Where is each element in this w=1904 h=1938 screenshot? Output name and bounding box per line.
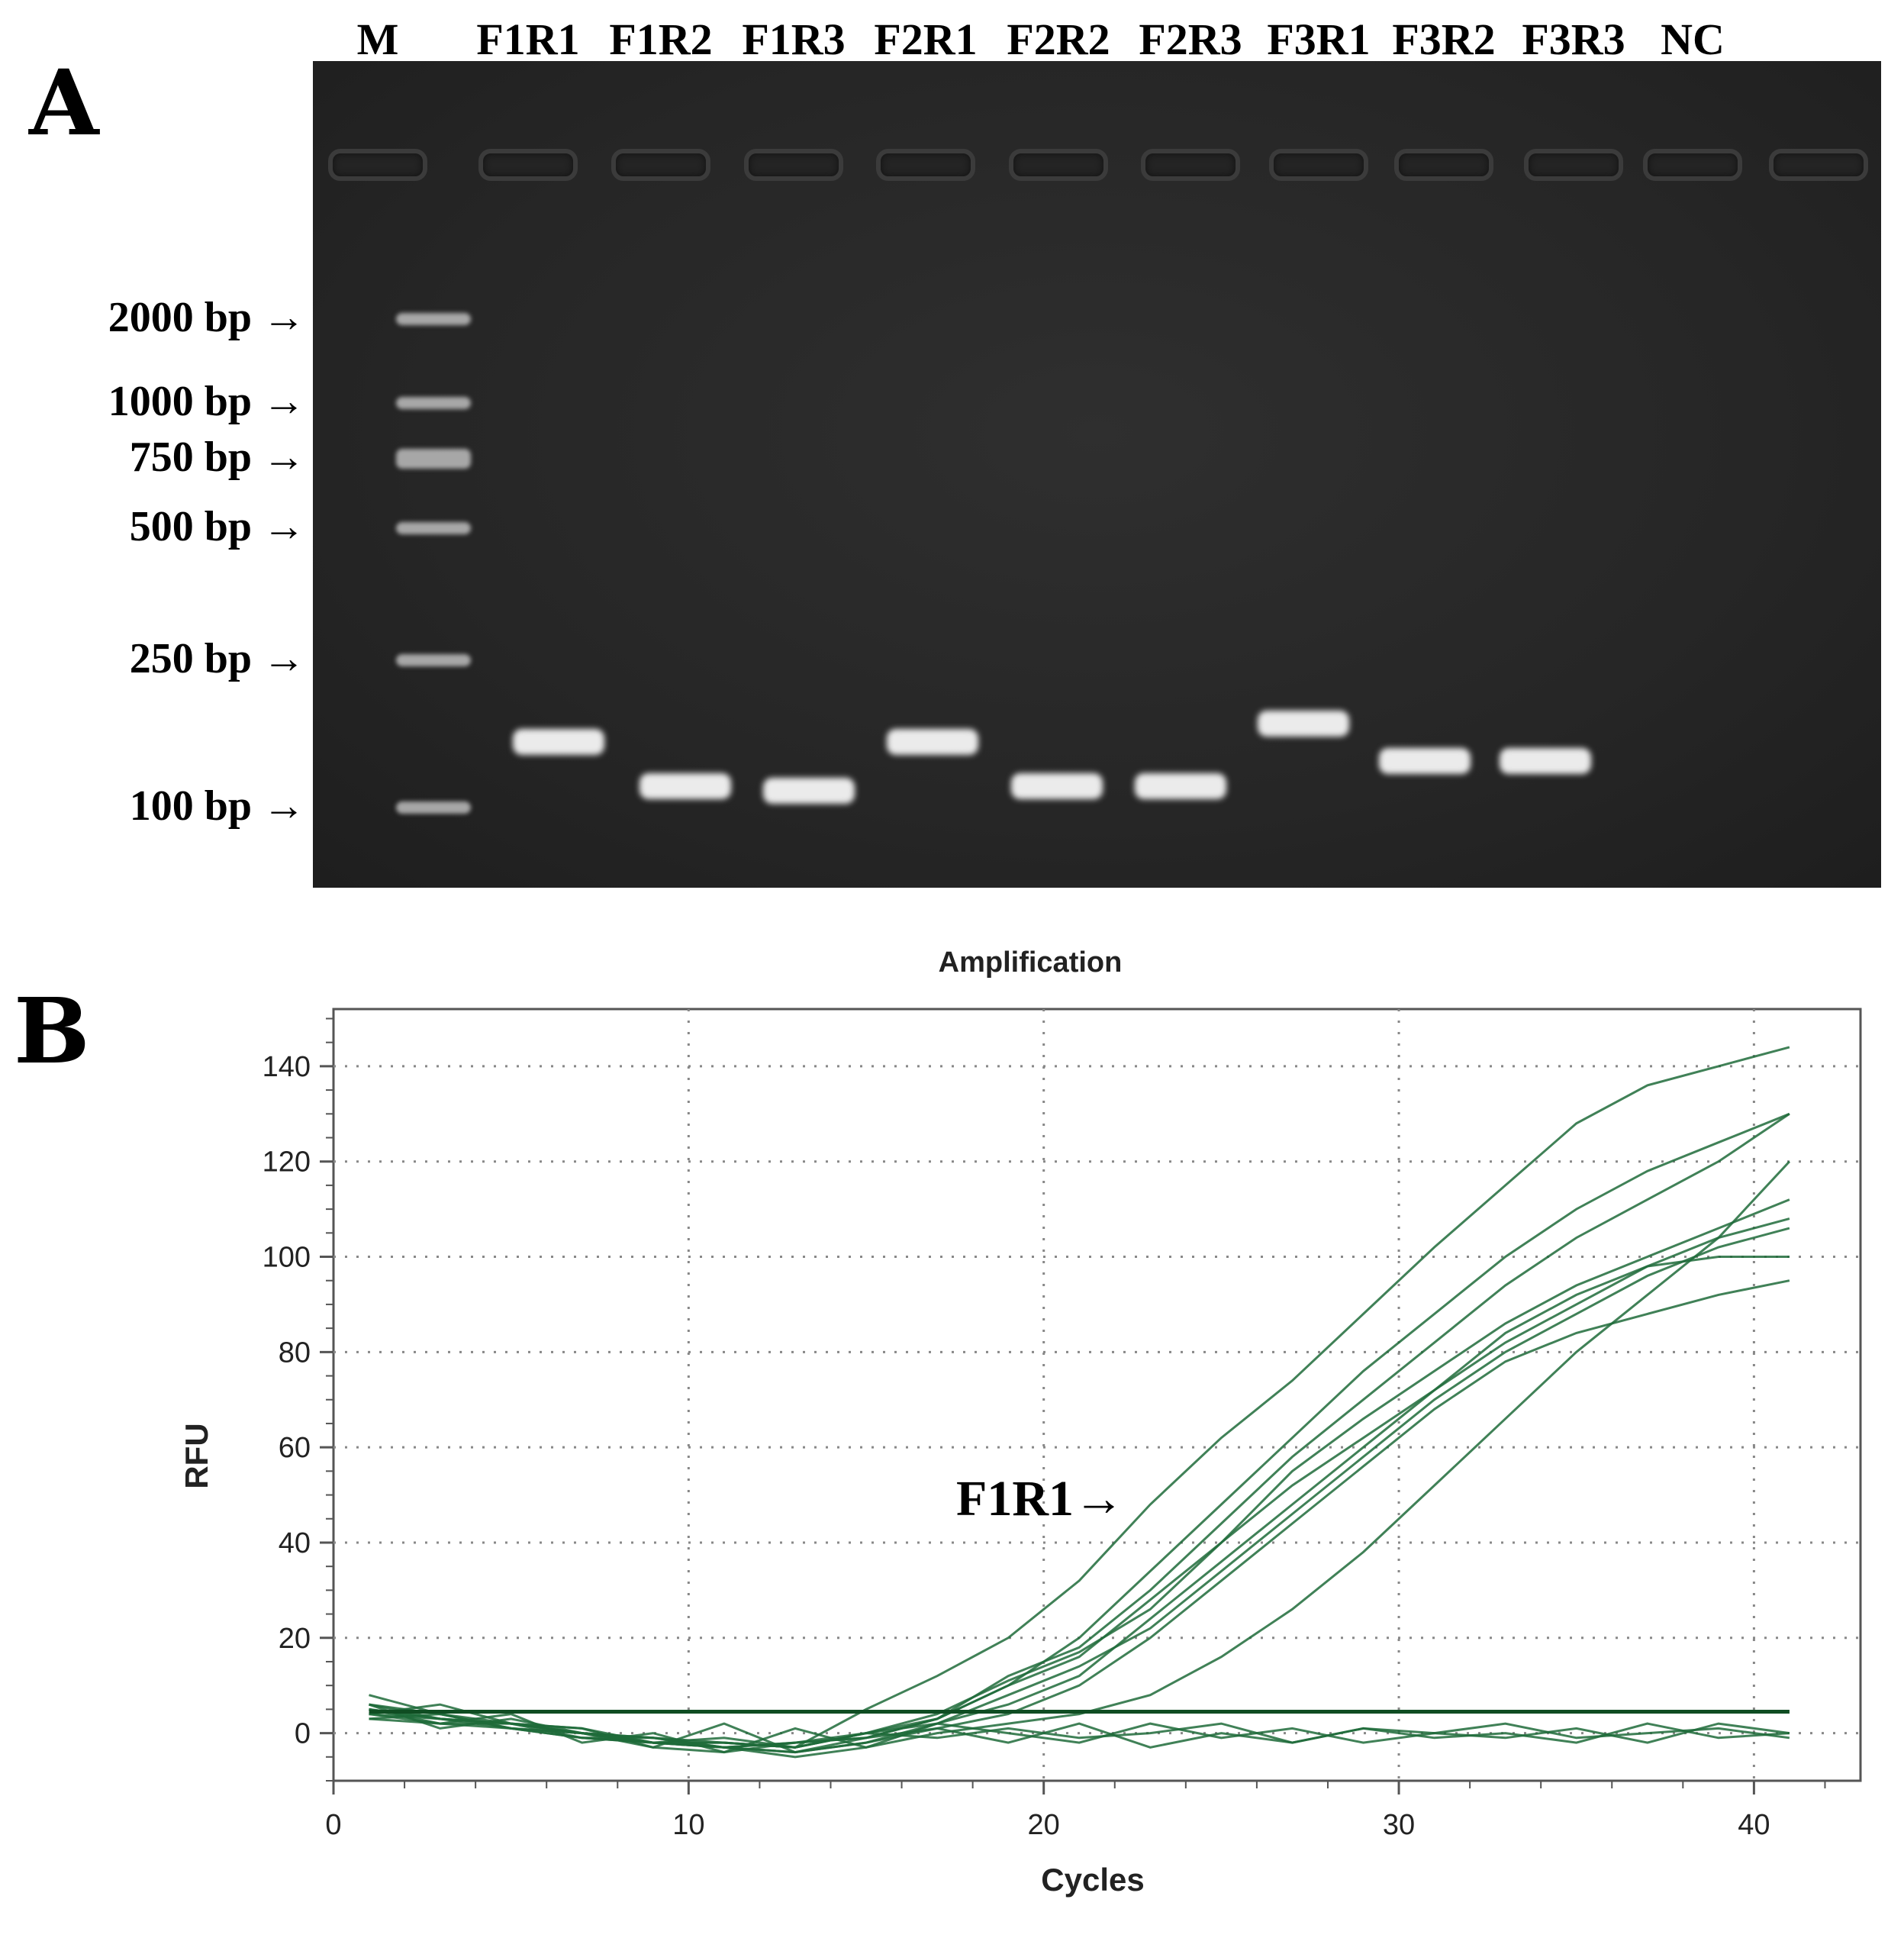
y-tick-label: 0 — [295, 1718, 311, 1750]
x-tick-label: 30 — [1383, 1809, 1415, 1841]
x-axis-label: Cycles — [1041, 1862, 1144, 1898]
amplification-curve-2 — [369, 1112, 1790, 1749]
gel-well — [744, 149, 843, 181]
gel-image — [313, 61, 1881, 888]
panel-b-letter: B — [14, 978, 90, 1084]
lane-label: F3R2 — [1392, 15, 1496, 64]
y-tick-label: 140 — [263, 1051, 311, 1083]
gel-well — [1524, 149, 1623, 181]
lane-label: F1R1 — [476, 15, 580, 64]
lane-label: F2R3 — [1139, 15, 1242, 64]
dna-band — [763, 778, 855, 804]
y-tick-label: 40 — [279, 1527, 311, 1559]
gel-well — [1769, 149, 1868, 181]
gel-well — [876, 149, 975, 181]
lane-label: F2R2 — [1007, 15, 1110, 64]
ladder-label: 750 bp → — [129, 434, 305, 481]
dna-band — [1500, 748, 1591, 774]
gel-well — [1394, 149, 1493, 181]
ladder-label: 2000 bp → — [108, 294, 305, 341]
dna-band — [1011, 773, 1103, 799]
amplification-chart: Amplification 0 10 20 30 40 0 20 40 60 80 100 120 140… — [179, 946, 1862, 1898]
lane-label: F1R3 — [742, 15, 846, 64]
dna-band — [1135, 773, 1226, 799]
plot-frame — [332, 1008, 1862, 1782]
ladder-band — [396, 654, 471, 666]
ladder-band — [396, 801, 471, 814]
lane-labels: M F1R1 F1R2 F1R3 F2R1 F2R2 F2R3 F3R1 F3R2 F3R3 NC — [0, 0, 1904, 69]
x-tick-label: 40 — [1738, 1809, 1770, 1841]
amplification-curve-10 — [369, 1703, 1790, 1754]
y-tick-label: 80 — [279, 1337, 311, 1369]
ladder-band — [396, 522, 471, 534]
chart-title: Amplification — [939, 946, 1123, 979]
gel-well — [478, 149, 578, 181]
dna-band — [513, 729, 604, 755]
gel-well — [1643, 149, 1742, 181]
ladder-label: 500 bp → — [129, 503, 305, 550]
amplification-curve-7 — [369, 1256, 1790, 1754]
ladder-band — [396, 397, 471, 409]
x-tick-label: 20 — [1028, 1809, 1060, 1841]
lane-label: F2R1 — [874, 15, 978, 64]
y-tick-label: 100 — [263, 1242, 311, 1274]
ladder-label: 250 bp → — [129, 635, 305, 682]
gel-well — [611, 149, 710, 181]
lane-label: M — [356, 15, 399, 64]
amplification-curve-12 — [369, 1703, 1790, 1749]
amplification-curve-1 — [369, 1046, 1790, 1749]
ladder-band — [396, 449, 471, 469]
x-tick-label: 10 — [672, 1809, 704, 1841]
panel-a-letter: A — [29, 50, 99, 156]
ladder-band — [396, 313, 471, 325]
gel-well — [328, 149, 427, 181]
lane-label: NC — [1661, 15, 1725, 64]
dna-band — [1379, 748, 1471, 774]
dna-band — [887, 729, 978, 755]
dna-band — [1258, 711, 1349, 737]
y-tick-label: 60 — [279, 1432, 311, 1464]
y-tick-label: 20 — [279, 1623, 311, 1655]
ladder-label: 100 bp → — [129, 782, 305, 830]
y-tick-label: 120 — [263, 1146, 311, 1179]
ladder-label: 1000 bp → — [108, 378, 305, 425]
x-tick-label: 0 — [325, 1809, 341, 1841]
gel-well — [1269, 149, 1368, 181]
lane-label: F1R2 — [609, 15, 713, 64]
gel-well — [1141, 149, 1240, 181]
f1r1-annotation: F1R1→ — [956, 1471, 1124, 1527]
gel-well — [1009, 149, 1108, 181]
lane-label: F3R1 — [1267, 15, 1371, 64]
y-axis-label: RFU — [179, 1423, 214, 1488]
lane-label: F3R3 — [1522, 15, 1625, 64]
dna-band — [639, 773, 731, 799]
amplification-curve-11 — [369, 1713, 1790, 1754]
